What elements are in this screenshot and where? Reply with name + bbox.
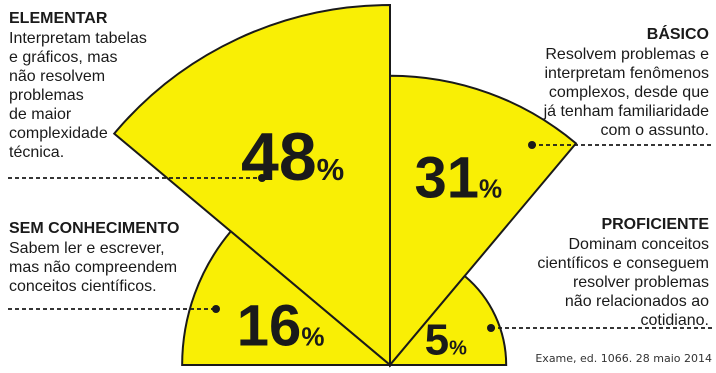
slice-elementar <box>112 3 391 368</box>
leader-dot-sem-conhecimento <box>212 305 220 313</box>
pct-label-basico: 31% <box>414 146 502 211</box>
category-description-line: Sabem ler e escrever, <box>9 240 165 257</box>
category-title-elementar: ELEMENTAR <box>9 10 108 27</box>
category-description-line: e gráficos, mas <box>9 49 117 66</box>
category-description-line: Dominam conceitos <box>569 236 710 253</box>
category-description-line: Interpretam tabelas <box>9 30 147 47</box>
category-description-line: cotidiano. <box>641 312 710 329</box>
slice-sem-conhecimento <box>181 229 393 366</box>
leader-dot-basico <box>528 141 536 149</box>
pct-unit: % <box>301 321 324 351</box>
category-description-line: resolver problemas <box>573 274 709 291</box>
pct-label-sem-conhecimento: 16% <box>237 293 325 358</box>
category-description-line: complexidade <box>9 125 108 142</box>
pct-label-proficiente: 5% <box>425 315 467 364</box>
pct-unit: % <box>479 174 502 204</box>
category-description-line: Resolvem problemas e <box>545 46 709 63</box>
category-description-line: não resolvem <box>9 68 105 85</box>
leader-dot-proficiente <box>487 324 495 332</box>
category-description-line: complexos, desde que <box>549 84 709 101</box>
leader-dot-elementar <box>258 174 266 182</box>
source-caption: Exame, ed. 1066. 28 maio 2014 <box>535 352 712 365</box>
pct-label-elementar: 48% <box>241 119 344 195</box>
category-description-line: técnica. <box>9 144 64 161</box>
category-description-line: científicos e conseguem <box>537 255 709 272</box>
category-title-proficiente: PROFICIENTE <box>601 216 709 233</box>
pct-unit: % <box>449 337 467 359</box>
category-description-line: com o assunto. <box>601 122 710 139</box>
pct-value: 48 <box>241 119 317 195</box>
pct-value: 16 <box>237 293 302 358</box>
category-title-basico: BÁSICO <box>647 24 709 43</box>
pct-value: 5 <box>425 315 449 364</box>
slice-proficiente <box>387 274 508 366</box>
category-title-sem-conhecimento: SEM CONHECIMENTO <box>9 220 179 237</box>
category-description-line: de maior <box>9 106 72 123</box>
category-description-line: já tenham familiaridade <box>543 103 710 120</box>
pct-value: 31 <box>414 146 479 211</box>
pct-unit: % <box>317 152 345 187</box>
category-description-line: interpretam fenômenos <box>544 65 709 82</box>
category-description-line: mas não compreendem <box>9 259 177 276</box>
category-description-line: conceitos científicos. <box>9 278 157 295</box>
category-description-line: problemas <box>9 87 84 104</box>
category-description-line: não relacionados ao <box>565 293 709 310</box>
